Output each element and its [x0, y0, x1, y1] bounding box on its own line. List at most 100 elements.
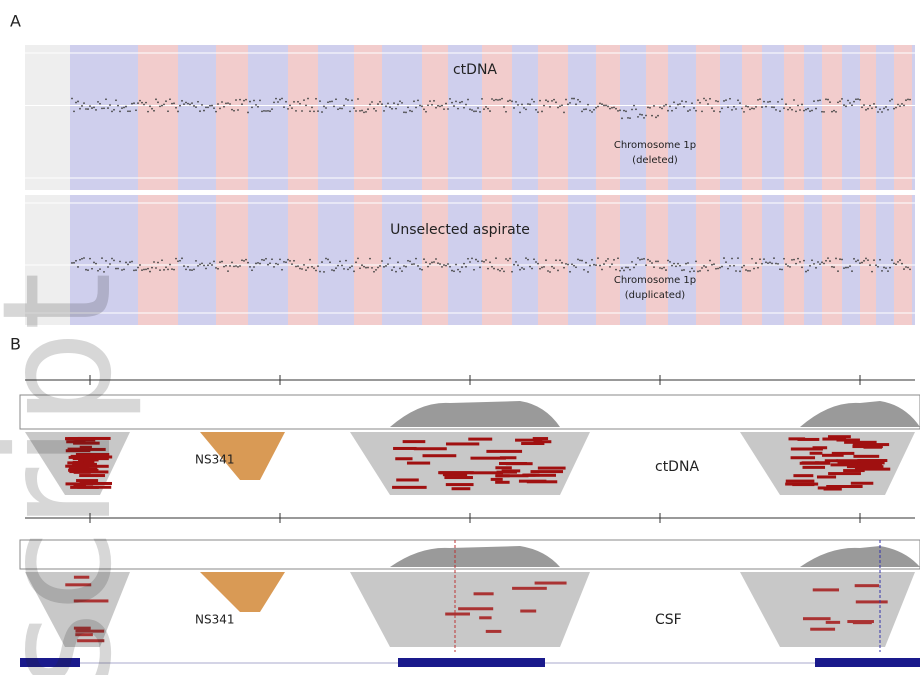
copy-number-point	[905, 266, 907, 268]
copy-number-point	[633, 105, 635, 107]
copy-number-point	[335, 267, 337, 269]
copy-number-point	[153, 110, 155, 112]
copy-number-point	[315, 270, 317, 272]
mismatch-read	[470, 457, 506, 460]
copy-number-point	[75, 260, 77, 262]
copy-number-point	[665, 269, 667, 271]
copy-number-point	[739, 102, 741, 104]
copy-number-point	[827, 99, 829, 101]
copy-number-point	[903, 105, 905, 107]
copy-number-point	[751, 258, 753, 260]
copy-number-point	[367, 267, 369, 269]
copy-number-point	[805, 109, 807, 111]
copy-number-point	[233, 110, 235, 112]
copy-number-point	[809, 265, 811, 267]
copy-number-point	[893, 262, 895, 264]
copy-number-point	[237, 266, 239, 268]
copy-number-point	[529, 266, 531, 268]
copy-number-point	[175, 107, 177, 109]
copy-number-point	[165, 100, 167, 102]
copy-number-point	[487, 108, 489, 110]
copy-number-point	[135, 109, 137, 111]
copy-number-point	[159, 105, 161, 107]
copy-number-point	[603, 263, 605, 265]
copy-number-point	[695, 260, 697, 262]
copy-number-point	[833, 266, 835, 268]
copy-number-point	[489, 261, 491, 263]
copy-number-point	[435, 258, 437, 260]
copy-number-point	[351, 265, 353, 267]
copy-number-point	[177, 111, 179, 113]
copy-number-point	[605, 260, 607, 262]
copy-number-point	[101, 108, 103, 110]
copy-number-point	[727, 106, 729, 108]
copy-number-point	[329, 261, 331, 263]
copy-number-point	[151, 108, 153, 110]
mismatch-read	[855, 584, 879, 587]
copy-number-point	[161, 105, 163, 107]
copy-number-point	[713, 110, 715, 112]
chromosome-band	[894, 195, 912, 325]
copy-number-point	[399, 268, 401, 270]
copy-number-point	[355, 110, 357, 112]
copy-number-point	[303, 264, 305, 266]
copy-number-point	[645, 115, 647, 117]
mismatch-read	[797, 438, 819, 441]
copy-number-point	[835, 111, 837, 113]
copy-number-point	[373, 108, 375, 110]
copy-number-point	[385, 105, 387, 107]
copy-number-point	[241, 103, 243, 105]
copy-number-point	[149, 271, 151, 273]
copy-number-point	[199, 110, 201, 112]
copy-number-point	[103, 107, 105, 109]
copy-number-point	[183, 103, 185, 105]
copy-number-point	[209, 262, 211, 264]
copy-number-point	[741, 266, 743, 268]
copy-number-point	[795, 110, 797, 112]
copy-number-point	[489, 110, 491, 112]
copy-number-point	[497, 269, 499, 271]
copy-number-point	[729, 98, 731, 100]
panel-label: A	[10, 12, 21, 31]
copy-number-point	[713, 263, 715, 265]
copy-number-point	[271, 108, 273, 110]
copy-number-point	[109, 104, 111, 106]
plot-title: ctDNA	[453, 62, 497, 78]
copy-number-point	[843, 267, 845, 269]
copy-number-point	[301, 268, 303, 270]
copy-number-point	[415, 258, 417, 260]
mismatch-read	[531, 470, 564, 473]
copy-number-point	[443, 108, 445, 110]
copy-number-point	[679, 265, 681, 267]
copy-number-point	[463, 263, 465, 265]
copy-number-point	[649, 260, 651, 262]
copy-number-point	[369, 103, 371, 105]
copy-number-point	[275, 263, 277, 265]
copy-number-point	[567, 103, 569, 105]
copy-number-point	[625, 266, 627, 268]
copy-number-point	[753, 268, 755, 270]
copy-number-point	[657, 115, 659, 117]
copy-number-point	[111, 258, 113, 260]
chromosome-band	[842, 45, 860, 190]
copy-number-point	[447, 263, 449, 265]
copy-number-point	[705, 266, 707, 268]
chromosome-band	[596, 45, 620, 190]
copy-number-point	[339, 107, 341, 109]
copy-number-point	[309, 110, 311, 112]
mismatch-read	[836, 459, 860, 462]
copy-number-point	[853, 258, 855, 260]
copy-number-point	[441, 266, 443, 268]
copy-number-point	[349, 267, 351, 269]
exon	[815, 658, 920, 667]
copy-number-point	[869, 264, 871, 266]
copy-number-point	[141, 102, 143, 104]
copy-number-point	[813, 263, 815, 265]
copy-number-point	[657, 261, 659, 263]
copy-number-point	[81, 105, 83, 107]
copy-number-point	[635, 108, 637, 110]
copy-number-point	[433, 261, 435, 263]
copy-number-point	[565, 99, 567, 101]
copy-number-point	[891, 259, 893, 261]
copy-number-point	[119, 261, 121, 263]
